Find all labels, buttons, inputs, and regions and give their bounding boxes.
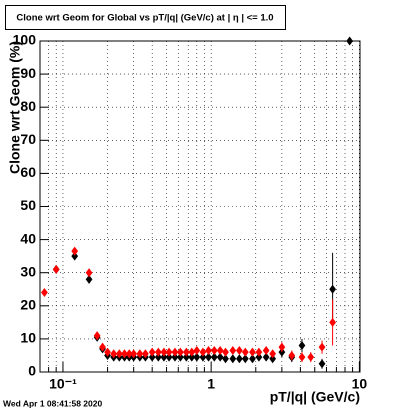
x-tick-label: 1	[207, 376, 215, 392]
marker	[241, 354, 249, 364]
marker	[171, 352, 179, 362]
marker	[205, 345, 212, 355]
marker	[222, 347, 229, 357]
marker	[154, 347, 162, 357]
marker	[249, 354, 256, 364]
x-axis-label: pT/|q| (GeV/c)	[270, 389, 360, 405]
y-tick-label: 50	[20, 197, 36, 213]
marker	[205, 352, 212, 362]
marker	[188, 352, 196, 362]
marker	[93, 331, 101, 341]
marker	[210, 345, 218, 355]
marker	[85, 274, 93, 284]
marker	[148, 352, 156, 362]
marker	[329, 317, 336, 327]
y-tick-label: 100	[13, 32, 37, 48]
marker	[269, 354, 277, 364]
marker	[71, 246, 79, 256]
marker	[210, 352, 218, 362]
marker	[229, 354, 237, 364]
marker	[41, 288, 48, 298]
title-box	[5, 5, 286, 30]
marker	[255, 352, 263, 362]
marker	[249, 347, 256, 357]
marker	[121, 349, 128, 359]
y-tick-label: 90	[20, 65, 36, 81]
y-tick-label: 60	[20, 164, 36, 180]
marker	[188, 347, 196, 357]
marker	[278, 342, 286, 352]
marker	[85, 268, 93, 278]
marker	[241, 347, 249, 357]
marker	[171, 347, 179, 357]
y-tick-label: 30	[20, 263, 36, 279]
marker	[346, 36, 354, 46]
marker	[160, 352, 168, 362]
marker	[318, 342, 326, 352]
marker	[182, 347, 190, 357]
chart-title: Clone wrt Geom for Global vs pT/|q| (GeV…	[16, 13, 273, 24]
y-tick-label: 70	[20, 131, 36, 147]
marker	[165, 352, 173, 362]
marker	[229, 345, 237, 355]
marker	[165, 347, 173, 357]
marker	[255, 347, 263, 357]
y-tick-label: 80	[20, 98, 36, 114]
marker	[148, 347, 156, 357]
marker	[269, 349, 277, 359]
marker	[307, 352, 315, 362]
marker	[329, 284, 336, 294]
marker	[154, 352, 162, 362]
marker	[318, 359, 326, 369]
marker	[52, 264, 60, 274]
marker	[130, 349, 138, 359]
y-tick-label: 0	[28, 363, 36, 379]
marker	[136, 349, 144, 359]
marker	[193, 352, 201, 362]
marker	[298, 352, 306, 362]
marker	[177, 347, 184, 357]
marker	[71, 251, 79, 261]
marker	[216, 352, 224, 362]
x-tick-label: 10⁻¹	[49, 376, 77, 392]
marker	[142, 349, 149, 359]
y-tick-label: 20	[20, 297, 36, 313]
marker	[262, 345, 270, 355]
marker	[99, 342, 106, 352]
y-axis-label: Clone wrt Geom (%)	[7, 41, 23, 174]
marker	[235, 354, 243, 364]
plot-frame	[39, 40, 361, 373]
marker	[104, 347, 111, 357]
y-tick-label: 10	[20, 330, 36, 346]
marker	[216, 345, 224, 355]
marker	[288, 350, 296, 360]
marker	[298, 341, 306, 351]
marker	[193, 345, 201, 355]
y-tick-label: 40	[20, 230, 36, 246]
marker	[125, 349, 133, 359]
marker	[235, 345, 243, 355]
footer: Wed Apr 1 08:41:58 2020	[3, 398, 102, 408]
marker	[177, 352, 184, 362]
marker	[110, 349, 118, 359]
x-tick-label: 10	[352, 376, 368, 392]
marker	[115, 349, 123, 359]
marker	[182, 352, 190, 362]
marker	[222, 354, 229, 364]
marker	[199, 352, 207, 362]
marker	[160, 347, 168, 357]
marker	[262, 352, 270, 362]
marker	[199, 347, 207, 357]
